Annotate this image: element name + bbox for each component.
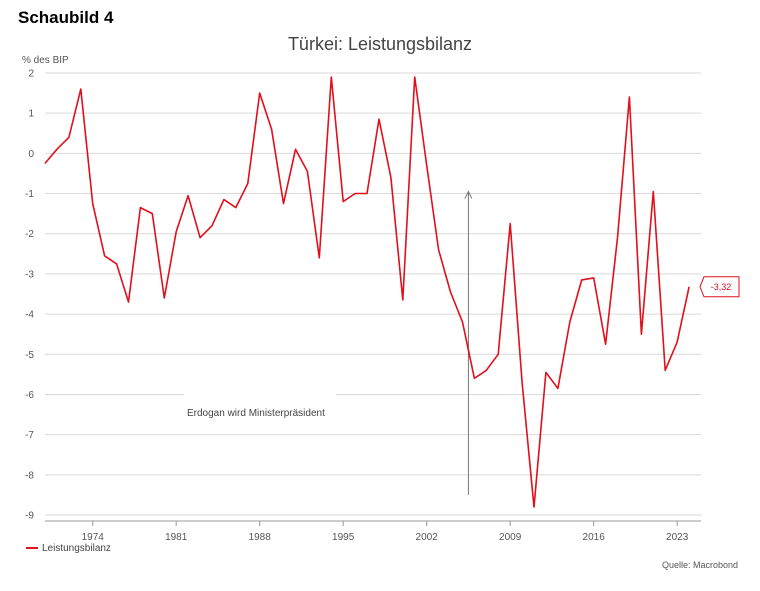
series-line-leistungsbilanz (44, 76, 690, 508)
y-tick-label: -9 (25, 511, 34, 522)
annotation-text: Erdogan wird Ministerpräsident (187, 408, 325, 419)
x-tick-label: 2023 (666, 532, 689, 543)
annotation-box (184, 393, 336, 433)
legend-swatch (26, 547, 38, 550)
y-tick-label: -2 (25, 229, 34, 240)
legend[interactable]: Leistungsbilanz (26, 543, 111, 554)
y-tick-label: 1 (28, 109, 34, 120)
x-tick-label: 2009 (499, 532, 522, 543)
y-tick-label: -1 (25, 189, 34, 200)
legend-label: Leistungsbilanz (42, 543, 111, 554)
last-value-badge (699, 276, 740, 298)
x-tick-label: 2002 (416, 532, 439, 543)
y-tick-label: 0 (28, 149, 34, 160)
y-axis-unit-label: % des BIP (22, 55, 69, 66)
figure-label: Schaubild 4 (18, 8, 114, 27)
y-tick-label: -7 (25, 430, 34, 441)
last-value-label: -3,32 (711, 282, 732, 292)
x-tick-label: 1981 (165, 532, 188, 543)
x-tick-label: 2016 (583, 532, 606, 543)
y-tick-label: -4 (25, 310, 34, 321)
annotation-arrowhead (464, 190, 473, 199)
x-tick-label: 1988 (249, 532, 272, 543)
source-note: Quelle: Macrobond (661, 560, 738, 570)
y-tick-label: -6 (25, 390, 34, 401)
y-tick-label: 2 (28, 69, 34, 80)
chart-title: Türkei: Leistungsbilanz (287, 34, 473, 54)
y-tick-label: -5 (25, 350, 34, 361)
y-tick-label: -3 (25, 269, 34, 280)
x-tick-label: 1995 (332, 532, 355, 543)
x-tick-label: 1974 (82, 532, 105, 543)
y-tick-label: -8 (25, 470, 34, 481)
